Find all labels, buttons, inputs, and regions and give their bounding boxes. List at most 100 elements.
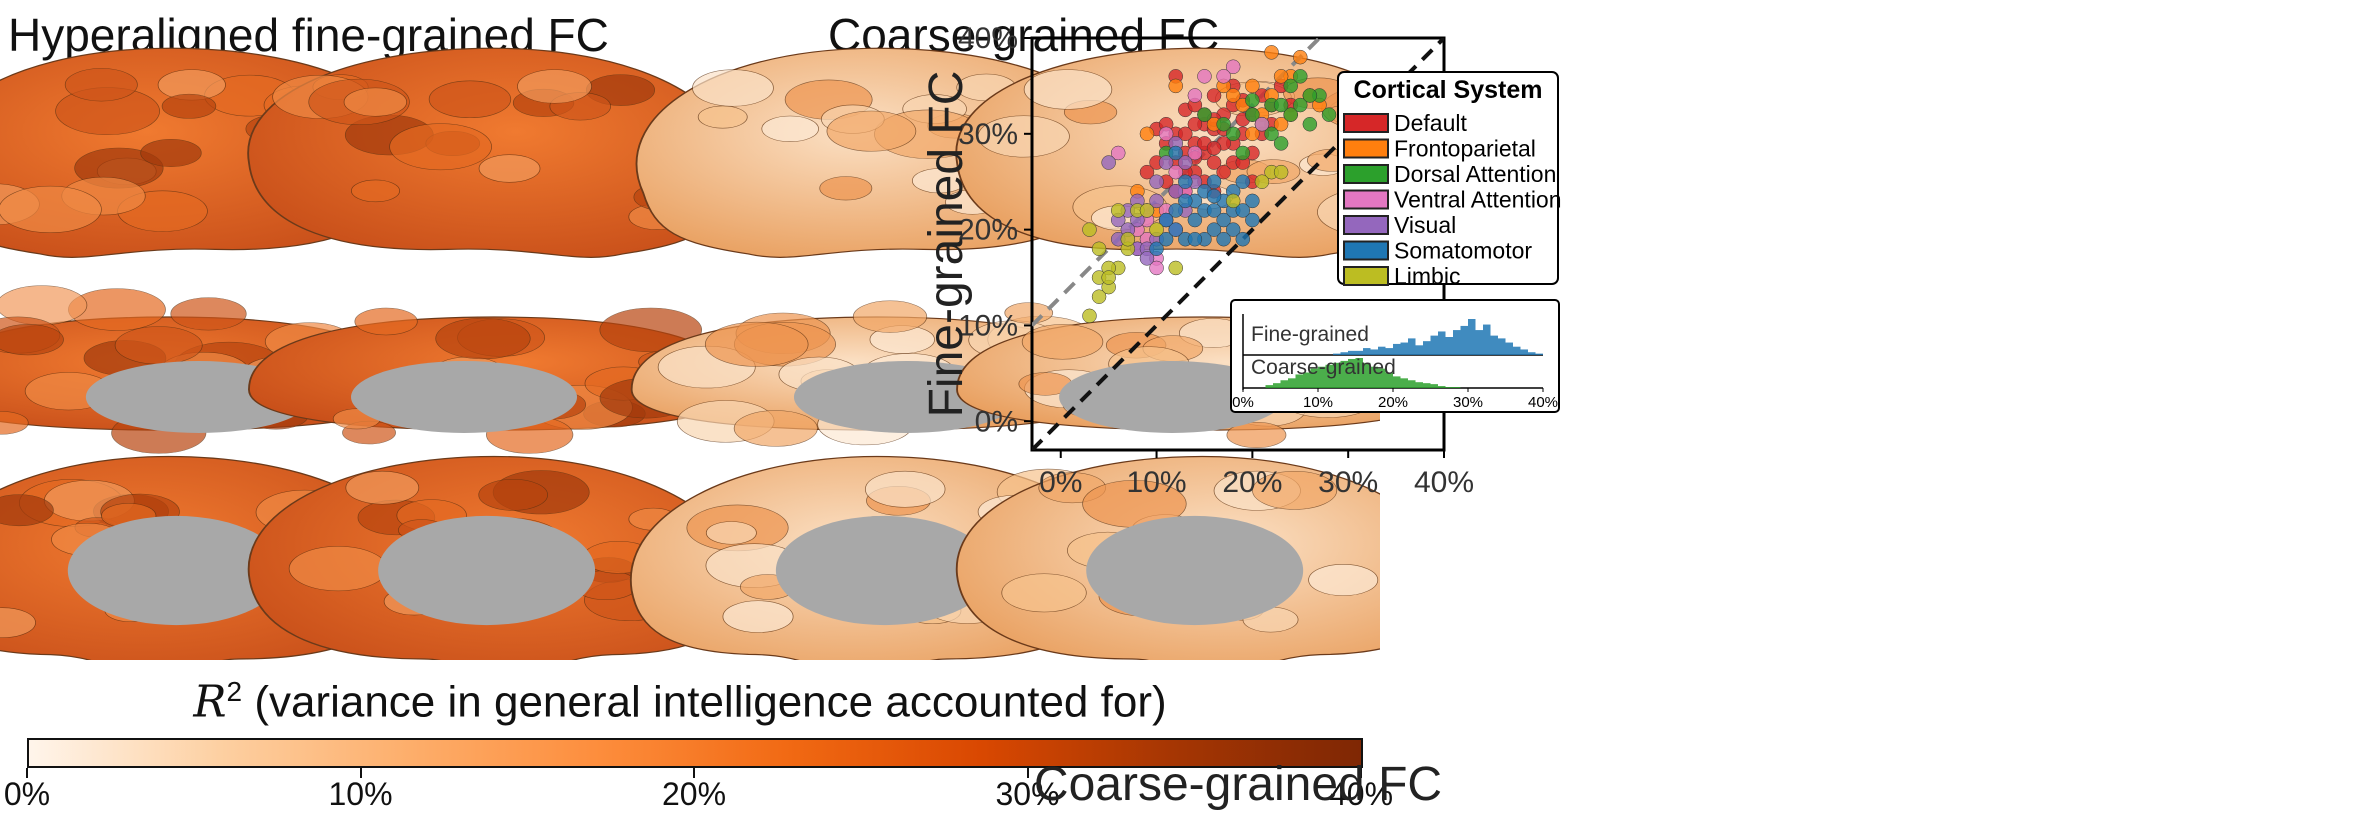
inset-bar	[1333, 362, 1341, 388]
scatter-point	[1245, 212, 1260, 228]
scatter-point	[1235, 231, 1251, 247]
scatter-point	[1120, 231, 1136, 247]
scatter-point	[1178, 126, 1193, 142]
inset-bar	[1453, 330, 1461, 355]
scatter-point	[1158, 155, 1174, 170]
inset-tick-label: 20%	[1378, 394, 1408, 411]
medial-wall	[1086, 515, 1304, 626]
cortical-parcel	[761, 115, 819, 142]
legend-label: Limbic	[1394, 263, 1460, 289]
scatter-point	[1216, 164, 1231, 180]
scatter-point	[1235, 145, 1251, 161]
scatter-point	[1158, 126, 1174, 142]
legend-swatch	[1343, 189, 1389, 210]
brain-hemisphere	[956, 455, 1380, 660]
scatter-point	[1283, 107, 1298, 122]
cortical-parcel	[435, 317, 531, 360]
scatter-point	[1245, 93, 1260, 108]
colorbar-tick-mark	[26, 768, 28, 778]
scatter-point	[1264, 126, 1279, 142]
cortical-parcel	[478, 154, 541, 183]
inset-bar	[1318, 366, 1326, 388]
scatter-point	[1216, 231, 1231, 247]
cortical-parcel	[599, 307, 703, 353]
inset-bar	[1520, 349, 1528, 355]
cortical-parcel	[697, 105, 748, 129]
r-symbol: R	[193, 676, 227, 728]
scatter-point	[1206, 203, 1222, 218]
scatter-point	[1091, 289, 1107, 304]
inset-bar	[1348, 350, 1356, 355]
legend-label: Dorsal Attention	[1394, 161, 1556, 187]
cortical-parcel	[722, 600, 794, 633]
inset-bar	[1408, 338, 1416, 355]
scatter-point	[1254, 116, 1270, 132]
brain-hemisphere	[247, 47, 736, 258]
scatter-point	[1149, 241, 1164, 257]
cortical-parcel	[1308, 564, 1379, 596]
inset-bar	[1273, 383, 1281, 388]
scatter-point	[1168, 78, 1183, 94]
scatter-point	[1168, 260, 1183, 276]
inset-tick-label: 0%	[1232, 394, 1254, 411]
scatter-point	[1293, 49, 1308, 65]
y-tick-label: 30%	[958, 118, 1018, 151]
scatter-point	[1149, 260, 1164, 276]
scatter-point	[1293, 69, 1308, 84]
x-tick-label: 20%	[1222, 466, 1282, 499]
colorbar-tick-label: 20%	[661, 776, 727, 812]
cortical-parcel	[114, 326, 203, 365]
scatter-point	[1273, 164, 1289, 180]
scatter-point	[1101, 155, 1116, 170]
medial-wall	[351, 361, 578, 433]
cortical-parcel	[1023, 69, 1113, 110]
cortical-parcel	[350, 179, 401, 203]
colorbar-tick-mark	[359, 768, 362, 778]
colorbar-tick-label: 10%	[328, 776, 393, 812]
colorbar-tick-label: 30%	[995, 776, 1060, 812]
inset-bar	[1415, 382, 1423, 388]
scatter-point	[1139, 251, 1155, 266]
inset-tick-label: 40%	[1528, 394, 1558, 411]
r-exponent: 2	[226, 676, 243, 707]
cortical-parcel	[354, 307, 418, 336]
scatter-point	[1245, 78, 1260, 94]
scatter-point	[1245, 107, 1260, 122]
scatter-chart: 0%0%10%10%20%20%30%30%40%40%Coarse-grain…	[920, 22, 1562, 811]
inset-bar	[1325, 364, 1333, 388]
scatter-point	[1091, 241, 1107, 257]
scatter-point	[1254, 174, 1270, 189]
inset-bar	[1475, 330, 1483, 355]
inset-bar	[1460, 325, 1468, 355]
legend-swatch	[1343, 113, 1389, 133]
cortical-parcel	[819, 176, 873, 201]
cortical-parcel	[705, 521, 757, 545]
y-axis-label: Fine-grained FC	[920, 71, 973, 418]
inset-bar	[1280, 380, 1288, 388]
cortical-parcel	[852, 300, 928, 333]
inset-bar	[1310, 368, 1318, 388]
medial-wall	[1059, 361, 1286, 433]
scatter-point	[1302, 116, 1318, 132]
cortical-parcel	[0, 607, 36, 638]
colorbar-tick-mark	[1026, 768, 1029, 778]
scatter-point	[1216, 212, 1231, 228]
cortical-parcel	[0, 185, 102, 233]
scatter-point	[1110, 203, 1126, 218]
y-tick-label: 40%	[958, 22, 1018, 55]
colorbar-title: R2 (variance in general intelligence acc…	[0, 676, 1360, 728]
scatter-point	[1168, 145, 1183, 161]
scatter-point	[1178, 155, 1193, 170]
cortical-parcel	[977, 115, 1070, 158]
scatter-point	[1168, 203, 1183, 218]
colorbar	[27, 738, 1363, 768]
inset-bar	[1423, 383, 1431, 388]
legend-label: Ventral Attention	[1394, 187, 1562, 213]
legend-swatch	[1343, 164, 1389, 184]
inset-bar	[1265, 385, 1273, 388]
legend-swatch	[1343, 266, 1389, 286]
scatter-point	[1178, 193, 1193, 209]
legend-label: Somatomotor	[1394, 238, 1532, 264]
cortical-parcel	[478, 478, 549, 511]
x-tick-label: 40%	[1414, 466, 1474, 499]
